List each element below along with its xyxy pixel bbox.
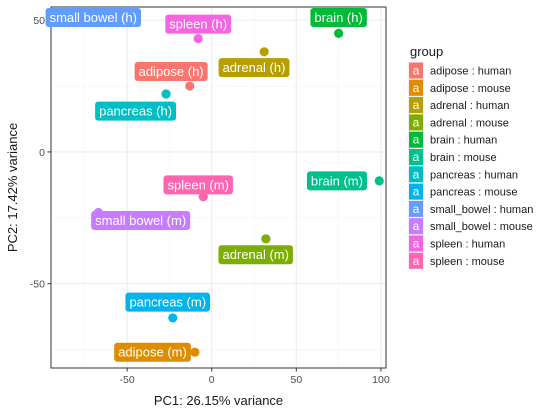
legend-item-label: pancreas : human — [430, 169, 518, 181]
data-point — [198, 192, 208, 202]
point-label-text: adipose (m) — [118, 345, 187, 360]
legend-item-label: brain : human — [430, 135, 497, 147]
point-label-box — [306, 171, 367, 191]
point-label-box — [114, 342, 191, 362]
legend-key-glyph: a — [413, 254, 420, 268]
y-tick-label: 0 — [39, 147, 45, 159]
point-label-box — [163, 175, 233, 195]
legend-key-glyph: a — [413, 98, 420, 112]
legend-key-glyph: a — [413, 167, 420, 181]
point-label-text: small bowel (m) — [95, 213, 186, 228]
legend-key-glyph: a — [413, 81, 420, 95]
data-point — [374, 176, 384, 186]
legend-key-swatch — [409, 252, 423, 269]
x-tick-label: 100 — [372, 374, 390, 386]
legend-item-label: adipose : human — [430, 66, 511, 78]
legend-key-swatch — [409, 235, 423, 252]
x-tick-label: 50 — [290, 374, 302, 386]
point-label-box — [45, 8, 142, 28]
y-tick-label: 50 — [33, 15, 45, 27]
panel-border — [50, 6, 387, 369]
legend-key-swatch — [409, 149, 423, 165]
point-label-text: brain (m) — [311, 173, 363, 188]
legend-key-swatch — [409, 200, 423, 217]
point-label-text: adrenal (m) — [222, 247, 288, 262]
legend-key-glyph: a — [413, 202, 420, 216]
legend-key-glyph: a — [413, 237, 420, 251]
point-label-box — [310, 8, 367, 28]
legend-key-swatch — [409, 131, 423, 148]
point-label-box — [95, 101, 177, 121]
legend-key-swatch — [409, 218, 423, 235]
point-label-box — [218, 245, 293, 265]
legend-key-glyph: a — [413, 133, 420, 147]
point-label-box — [125, 292, 211, 312]
point-label-text: adipose (h) — [139, 64, 204, 79]
legend-key-swatch — [409, 114, 423, 131]
data-point — [185, 81, 195, 91]
point-label-text: spleen (m) — [167, 177, 228, 192]
legend-item-label: adipose : mouse — [430, 83, 511, 95]
legend-item-label: adrenal : human — [430, 100, 510, 112]
point-label-box — [218, 58, 290, 78]
legend-key-swatch — [409, 97, 423, 114]
data-point — [161, 89, 171, 99]
legend-item-label: pancreas : mouse — [430, 187, 517, 199]
legend-item-label: brain : mouse — [430, 152, 497, 164]
legend-key-glyph: a — [413, 185, 420, 199]
x-axis-title: PC1: 26.15% variance — [154, 393, 283, 408]
legend-item-label: spleen : human — [430, 239, 505, 251]
point-label-text: small bowel (h) — [50, 10, 137, 25]
data-point — [168, 313, 178, 323]
legend-key-swatch — [409, 62, 423, 79]
legend-item-label: small_bowel : mouse — [430, 221, 533, 233]
point-label-text: spleen (h) — [169, 17, 227, 32]
legend-key-swatch — [409, 166, 423, 183]
data-point — [261, 234, 271, 244]
point-label-text: adrenal (h) — [223, 60, 286, 75]
legend-title: group — [410, 44, 443, 59]
legend-item-label: small_bowel : human — [430, 204, 533, 216]
data-point — [259, 47, 269, 57]
legend-key-swatch — [409, 79, 423, 96]
legend-key-glyph: a — [413, 219, 420, 233]
data-point — [190, 347, 200, 357]
x-tick-label: -50 — [120, 374, 135, 386]
point-label-text: brain (h) — [314, 10, 362, 25]
legend-key-glyph: a — [413, 64, 420, 78]
legend-key-glyph: a — [413, 150, 420, 164]
point-label-box — [134, 62, 208, 82]
point-label-text: pancreas (h) — [99, 104, 172, 119]
legend-key-swatch — [409, 183, 423, 200]
point-label-box — [91, 210, 191, 230]
data-point — [334, 28, 344, 38]
point-label-box — [165, 14, 232, 34]
legend-key-glyph: a — [413, 115, 420, 129]
legend-item-label: adrenal : mouse — [430, 117, 509, 129]
data-point — [193, 34, 203, 44]
legend-item-label: spleen : mouse — [430, 256, 505, 268]
y-tick-label: -50 — [30, 279, 45, 291]
y-axis-title: PC2: 17.42% variance — [5, 123, 20, 252]
point-label-text: pancreas (m) — [129, 295, 206, 310]
x-tick-label: 0 — [209, 374, 215, 386]
